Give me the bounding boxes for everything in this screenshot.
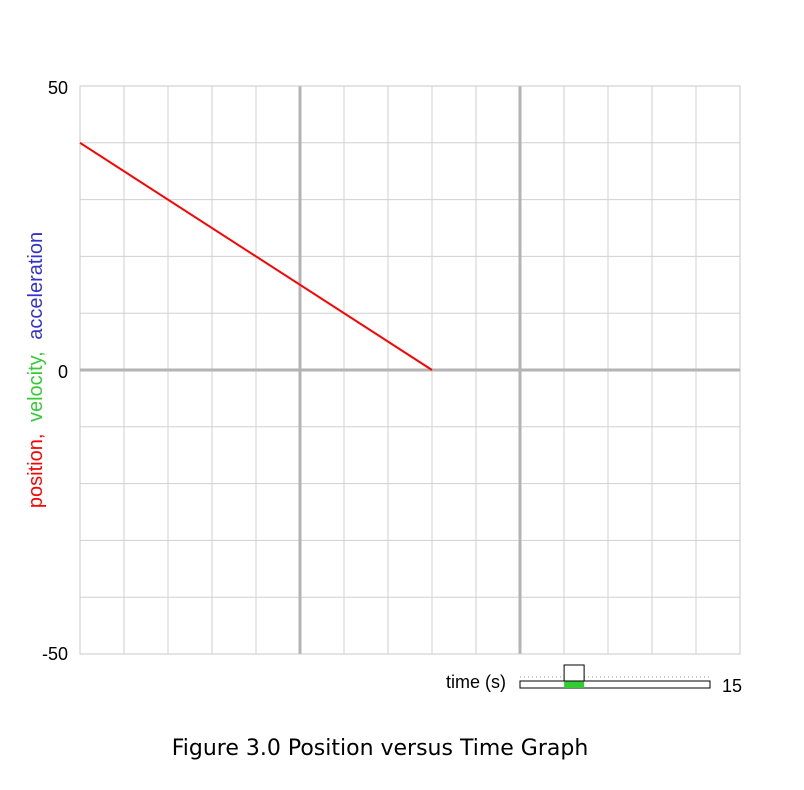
x-max-label: 15 (722, 676, 742, 696)
series-line (79, 141, 433, 371)
y-tick-label-top: 50 (48, 78, 68, 98)
y-axis-label: position, velocity, acceleration (25, 232, 47, 508)
y-label-acceleration: acceleration (25, 232, 47, 340)
y-label-position: position, (25, 434, 47, 509)
slider-fill (564, 681, 585, 688)
y-tick-label-zero: 0 (58, 362, 68, 382)
figure-caption: Figure 3.0 Position versus Time Graph (171, 736, 589, 761)
slider-thumb[interactable] (563, 664, 585, 682)
series-group (79, 141, 433, 371)
x-axis-label: time (s) (446, 672, 506, 692)
slider-track[interactable] (519, 680, 711, 689)
time-slider[interactable] (519, 664, 711, 689)
y-tick-label-bottom: -50 (42, 644, 68, 664)
grid-minor (80, 86, 740, 654)
y-label-velocity: velocity, (25, 351, 47, 422)
